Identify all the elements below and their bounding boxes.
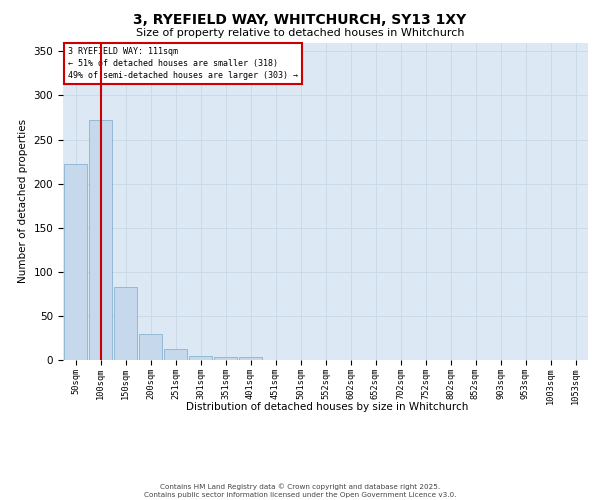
Y-axis label: Number of detached properties: Number of detached properties [18,119,28,284]
Bar [214,358,237,360]
Bar [64,164,87,360]
Text: Size of property relative to detached houses in Whitchurch: Size of property relative to detached ho… [136,28,464,38]
Text: Distribution of detached houses by size in Whitchurch: Distribution of detached houses by size … [186,402,468,412]
Bar [164,350,187,360]
Bar [139,334,162,360]
Bar [89,120,112,360]
Bar [114,287,137,360]
Text: 3 RYEFIELD WAY: 111sqm
← 51% of detached houses are smaller (318)
49% of semi-de: 3 RYEFIELD WAY: 111sqm ← 51% of detached… [68,48,298,80]
Bar [189,356,212,360]
Text: Contains HM Land Registry data © Crown copyright and database right 2025.
Contai: Contains HM Land Registry data © Crown c… [144,484,456,498]
Text: 3, RYEFIELD WAY, WHITCHURCH, SY13 1XY: 3, RYEFIELD WAY, WHITCHURCH, SY13 1XY [133,12,467,26]
Bar [239,358,262,360]
